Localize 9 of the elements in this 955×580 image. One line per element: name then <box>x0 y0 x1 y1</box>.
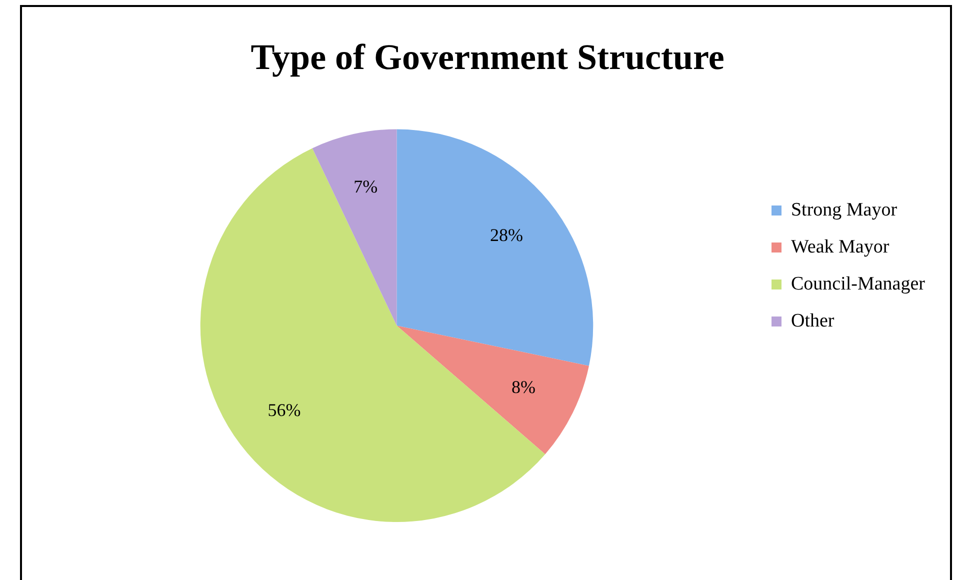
data-label: 56% <box>268 400 301 420</box>
legend-label: Strong Mayor <box>790 199 898 220</box>
data-label: 8% <box>511 377 536 398</box>
data-label: 28% <box>490 225 523 246</box>
legend-label: Other <box>790 310 835 332</box>
legend-label: Weak Mayor <box>790 236 890 258</box>
legend-label: Council-Manager <box>790 273 926 294</box>
chart-title: Type of Government Structure <box>250 36 724 77</box>
data-label: 7% <box>354 176 378 196</box>
